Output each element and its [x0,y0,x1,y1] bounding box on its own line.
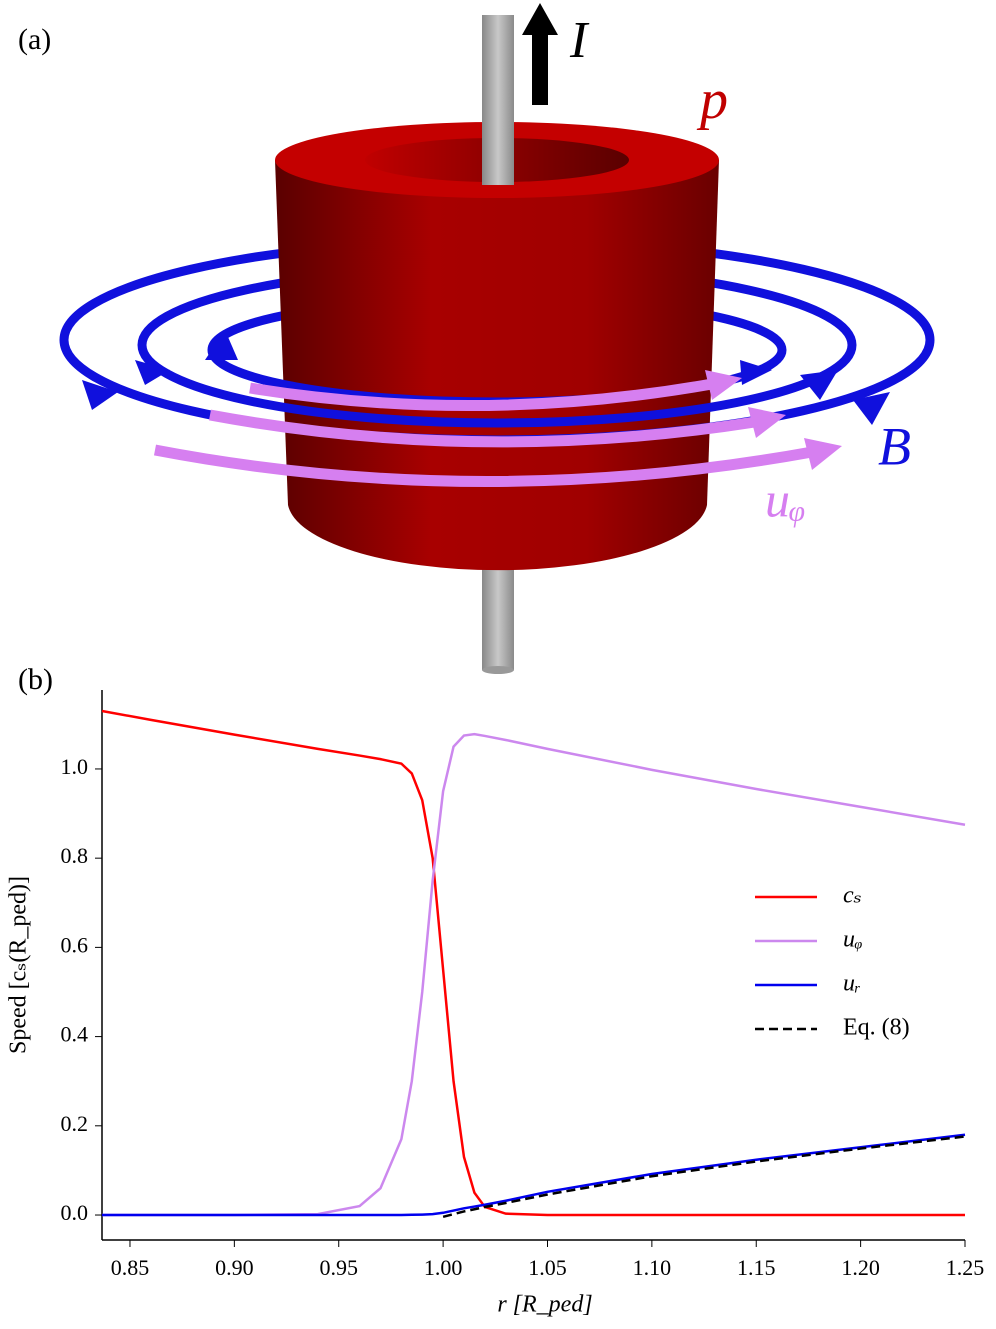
x-tick-label: 0.85 [111,1255,150,1280]
flow-lines [153,378,813,487]
legend-label: Eq. (8) [843,1015,910,1041]
legend-label: uᵣ [843,971,861,997]
y-tick-label: 0.0 [61,1200,89,1225]
line-series [101,709,965,1217]
illustration: (a) I p B uᵩ [18,3,935,674]
field-arrows [82,330,890,425]
x-tick-label: 1.25 [946,1255,985,1280]
y-tick-label: 1.0 [61,754,89,779]
rod [482,560,514,670]
flow-arrows [705,370,842,470]
x-tick-label: 1.00 [424,1255,463,1280]
legend-label: uᵩ [843,927,862,953]
current-arrow [522,3,558,105]
cylinder [275,160,719,571]
x-tick-label: 1.20 [841,1255,880,1280]
pressure-label: p [696,69,728,131]
rod-end [482,666,514,674]
panel-label: (a) [18,23,51,56]
line-series [102,1133,966,1217]
y-tick-label: 0.8 [61,843,89,868]
y-tick-label: 0.4 [61,1022,89,1047]
line-series [442,1135,966,1219]
current-label: I [569,12,590,69]
flow-label: uᵩ [765,471,805,527]
rod [482,15,514,185]
y-axis-label: Speed [cₛ(R_ped)] [6,876,32,1054]
x-axis-label: r [R_ped] [497,1292,592,1318]
x-tick-label: 0.95 [319,1255,358,1280]
x-tick-label: 0.90 [215,1255,254,1280]
y-tick-label: 0.2 [61,1111,89,1136]
panel-label: (b) [18,663,53,696]
legend-label: cₛ [843,883,862,909]
y-tick-label: 0.6 [61,932,89,957]
x-tick-label: 1.05 [528,1255,567,1280]
x-tick-label: 1.15 [737,1255,776,1280]
x-tick-label: 1.10 [633,1255,672,1280]
field-label: B [878,416,911,476]
line-series [102,732,966,1217]
